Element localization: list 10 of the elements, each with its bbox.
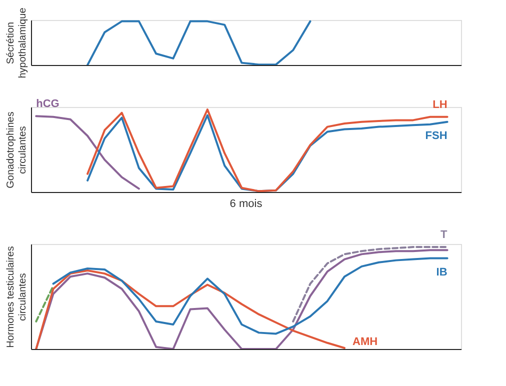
y-axis-title: Sécrétion hypothalamique [6, 7, 28, 78]
series-label: LH [432, 98, 448, 111]
series-label: hCG [36, 98, 60, 110]
text: 6 mois [230, 198, 263, 210]
y-axis-title: Gonadotrophines circulantes [6, 112, 28, 188]
series-label: T [440, 229, 448, 242]
series-label: IB [436, 266, 448, 278]
series-label: AMH [352, 336, 378, 348]
y-axis-title: Hormones testiculaires circulantes [6, 246, 28, 348]
series-label: FSH [425, 130, 448, 142]
